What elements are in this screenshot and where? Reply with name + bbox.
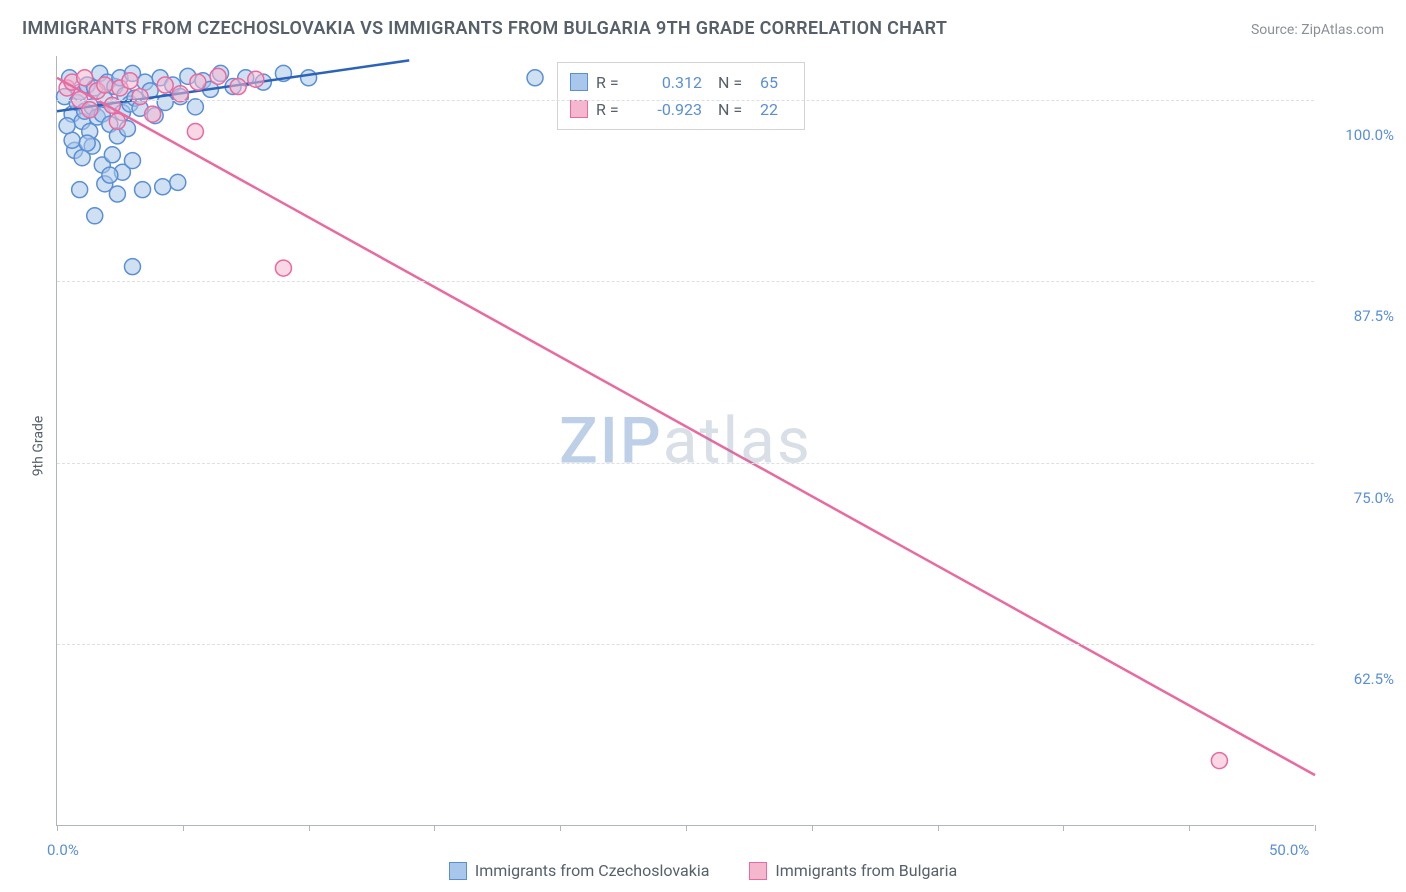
data-point <box>155 179 171 195</box>
data-point <box>132 89 148 105</box>
data-point <box>122 73 138 89</box>
legend-swatch <box>749 862 767 880</box>
gridline-h <box>57 644 1314 645</box>
legend-swatch <box>449 862 467 880</box>
gridline-h <box>57 281 1314 282</box>
x-tick <box>1063 825 1064 831</box>
x-tick <box>57 825 58 831</box>
y-tick-label: 100.0% <box>1324 126 1394 144</box>
x-tick <box>560 825 561 831</box>
data-point <box>59 118 75 134</box>
x-tick-label: 0.0% <box>47 841 79 859</box>
data-point <box>187 124 203 140</box>
n-label: N = <box>718 69 760 96</box>
legend-swatch <box>570 100 588 118</box>
data-point <box>135 182 151 198</box>
trend-line <box>57 78 1315 775</box>
series-name: Immigrants from Czechoslovakia <box>475 861 710 880</box>
data-point <box>97 77 113 93</box>
data-point <box>124 259 140 275</box>
chart-area: ZIPatlas R =0.312N =65R =-0.923N =22 62.… <box>0 0 1406 892</box>
x-tick-label: 50.0% <box>1269 841 1309 859</box>
n-value: 65 <box>760 69 792 96</box>
series-legend-item: Immigrants from Bulgaria <box>749 861 957 880</box>
data-point <box>64 132 80 148</box>
data-point <box>145 106 161 122</box>
data-point <box>248 71 264 87</box>
stats-legend-row: R =0.312 N =65 <box>570 69 792 96</box>
series-legend: Immigrants from Czechoslovakia Immigrants… <box>0 861 1406 880</box>
data-point <box>275 260 291 276</box>
legend-swatch <box>570 73 588 91</box>
scatter-svg <box>57 56 1314 825</box>
gridline-h <box>57 100 1314 101</box>
x-tick <box>938 825 939 831</box>
series-name: Immigrants from Bulgaria <box>775 861 957 880</box>
data-point <box>527 70 543 86</box>
y-tick-label: 87.5% <box>1324 307 1394 325</box>
data-point <box>82 102 98 118</box>
x-tick <box>812 825 813 831</box>
data-point <box>102 167 118 183</box>
gridline-h <box>57 463 1314 464</box>
data-point <box>210 68 226 84</box>
stats-legend: R =0.312N =65R =-0.923N =22 <box>557 62 805 130</box>
series-legend-item: Immigrants from Czechoslovakia <box>449 861 710 880</box>
plot-area: ZIPatlas R =0.312N =65R =-0.923N =22 62.… <box>56 56 1314 826</box>
r-label: R = <box>596 69 630 96</box>
x-tick <box>309 825 310 831</box>
y-tick-label: 75.0% <box>1324 489 1394 507</box>
data-point <box>109 186 125 202</box>
data-point <box>1211 753 1227 769</box>
data-point <box>187 99 203 115</box>
data-point <box>72 182 88 198</box>
data-point <box>87 208 103 224</box>
x-tick <box>1315 825 1316 831</box>
data-point <box>79 135 95 151</box>
data-point <box>77 70 93 86</box>
data-point <box>170 174 186 190</box>
r-value: 0.312 <box>630 69 702 96</box>
y-tick-label: 62.5% <box>1324 670 1394 688</box>
x-tick <box>1189 825 1190 831</box>
data-point <box>157 77 173 93</box>
data-point <box>301 70 317 86</box>
data-point <box>104 147 120 163</box>
data-point <box>124 153 140 169</box>
data-point <box>190 74 206 90</box>
x-tick <box>183 825 184 831</box>
x-tick <box>686 825 687 831</box>
x-tick <box>434 825 435 831</box>
data-point <box>230 79 246 95</box>
